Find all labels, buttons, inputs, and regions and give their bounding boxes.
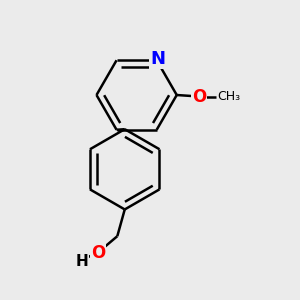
Text: H: H [75, 254, 88, 269]
Text: O: O [192, 88, 206, 106]
Text: CH₃: CH₃ [217, 90, 240, 103]
Text: N: N [151, 50, 166, 68]
Text: O: O [91, 244, 105, 262]
